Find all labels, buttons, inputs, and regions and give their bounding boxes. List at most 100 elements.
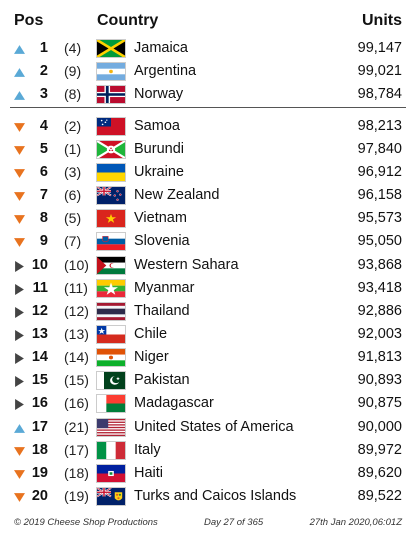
rank-down-icon [14, 445, 25, 456]
rank-position: 11 [32, 279, 48, 296]
vietnam-flag-icon [96, 209, 126, 229]
units-value: 91,813 [357, 349, 402, 366]
country-name: Niger [134, 349, 169, 366]
previous-rank: (14) [64, 349, 89, 366]
italy-flag-icon [96, 440, 126, 460]
rank-up-icon [14, 43, 25, 54]
table-row: 4 (2) Samoa 98,213 [0, 115, 416, 138]
madagascar-flag-icon [96, 394, 126, 414]
table-row: 9 (7) Slovenia 95,050 [0, 230, 416, 253]
rank-same-icon [14, 283, 25, 295]
country-name: Slovenia [134, 233, 190, 250]
previous-rank: (16) [64, 395, 89, 412]
table-row: 10 (10) Western Sahara 93,868 [0, 254, 416, 277]
table-header: Pos Country Units [0, 0, 416, 34]
country-name: Chile [134, 325, 168, 342]
table-row: 3 (8) Norway 98,784 [0, 83, 416, 106]
table-row: 14 (14) Niger 91,813 [0, 346, 416, 369]
previous-rank: (4) [64, 40, 82, 56]
units-value: 95,050 [357, 233, 402, 250]
table-row: 18 (17) Italy 89,972 [0, 439, 416, 462]
rank-down-icon [14, 190, 25, 201]
previous-rank: (1) [64, 140, 82, 157]
previous-rank: (2) [64, 117, 82, 134]
table-row: 15 (15) Pakistan 90,893 [0, 369, 416, 392]
country-name: Thailand [134, 302, 190, 319]
rank-position: 18 [31, 441, 48, 458]
rank-up-icon [14, 89, 25, 101]
rank-position: 6 [39, 163, 48, 180]
units-value: 93,418 [357, 279, 402, 296]
pakistan-flag-icon [96, 371, 126, 391]
units-value: 89,972 [357, 441, 402, 458]
country-name: Western Sahara [134, 256, 239, 273]
haiti-flag-icon [96, 463, 126, 483]
rank-down-icon [14, 167, 25, 178]
previous-rank: (7) [64, 233, 82, 250]
previous-rank: (6) [64, 187, 82, 204]
table-row: 20 (19) Turks and Caicos Islands 89,522 [0, 485, 416, 508]
country-name: Norway [134, 86, 184, 103]
units-value: 92,886 [357, 302, 402, 319]
units-value: 92,003 [357, 325, 402, 342]
rank-same-icon [14, 398, 25, 411]
country-name: Samoa [134, 117, 180, 134]
norway-flag-icon [96, 85, 126, 105]
country-name: Ukraine [134, 163, 184, 180]
rank-position: 13 [31, 325, 48, 342]
rank-up-icon [14, 66, 25, 78]
units-value: 98,213 [357, 117, 402, 134]
rank-position: 20 [31, 488, 48, 504]
slovenia-flag-icon [96, 232, 126, 252]
country-name: Italy [134, 441, 161, 458]
rank-down-icon [14, 213, 25, 225]
table-row: 5 (1) Burundi 97,840 [0, 138, 416, 161]
units-value: 96,912 [357, 163, 402, 180]
footer-timestamp: 27th Jan 2020,06:01Z [309, 517, 402, 528]
units-value: 89,522 [357, 488, 402, 504]
previous-rank: (5) [64, 210, 82, 227]
rank-same-icon [14, 375, 25, 388]
units-value: 93,868 [357, 256, 402, 273]
rank-same-icon [14, 306, 25, 318]
myanmar-flag-icon [96, 278, 126, 298]
rank-same-icon [14, 352, 25, 365]
table-row: 1 (4) Jamaica 99,147 [0, 37, 416, 60]
units-value: 89,620 [357, 464, 402, 481]
country-name: Burundi [134, 140, 184, 157]
country-name: United States of America [134, 418, 294, 435]
country-name: Madagascar [134, 395, 214, 412]
country-name: Pakistan [134, 372, 190, 389]
rank-position: 3 [39, 86, 48, 103]
table-row: 13 (13) Chile 92,003 [0, 323, 416, 346]
units-header: Units [362, 12, 402, 29]
rank-same-icon [14, 260, 25, 272]
units-value: 90,875 [357, 395, 402, 412]
ukraine-flag-icon [96, 162, 126, 182]
country-name: Argentina [134, 63, 197, 80]
thailand-flag-icon [96, 301, 126, 321]
footer-day: Day 27 of 365 [204, 517, 264, 528]
country-name: Jamaica [134, 40, 188, 56]
niger-flag-icon [96, 348, 126, 368]
country-header: Country [97, 12, 159, 29]
rank-position: 19 [31, 464, 48, 481]
country-name: Haiti [134, 464, 164, 481]
rank-down-icon [14, 121, 25, 132]
units-value: 95,573 [357, 210, 402, 227]
samoa-flag-icon [96, 116, 126, 136]
table-row: 11 (11) Myanmar 93,418 [0, 277, 416, 300]
rank-position: 5 [39, 140, 48, 157]
western-sahara-flag-icon [96, 255, 126, 275]
previous-rank: (21) [64, 418, 89, 435]
table-row: 17 (21) United States of America 90,000 [0, 416, 416, 439]
previous-rank: (17) [64, 441, 89, 458]
rank-position: 16 [31, 395, 48, 412]
table-row: 6 (3) Ukraine 96,912 [0, 161, 416, 184]
turks-caicos-flag-icon [96, 487, 126, 506]
rank-down-icon [14, 144, 25, 155]
units-value: 99,021 [357, 63, 402, 80]
chile-flag-icon [96, 324, 126, 344]
rank-position: 10 [31, 256, 48, 273]
country-name: Myanmar [134, 279, 195, 296]
